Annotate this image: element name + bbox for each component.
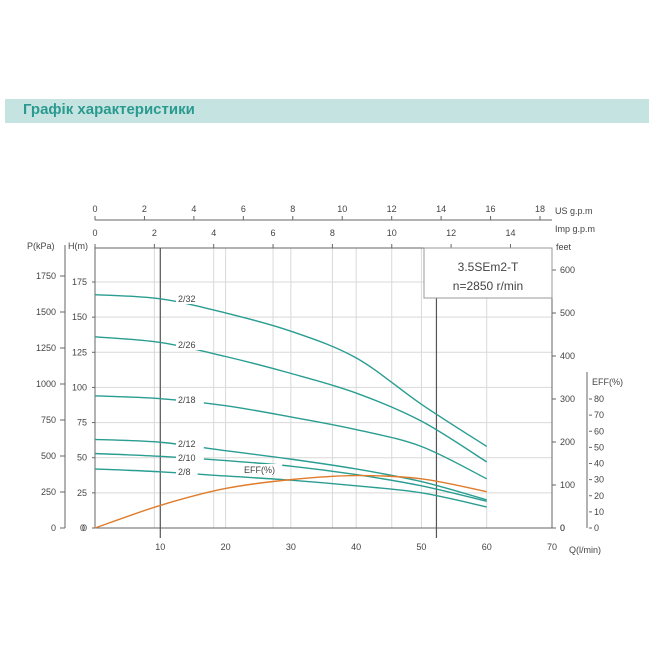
imp-gpm-tick-label: 4 bbox=[211, 228, 216, 238]
feet-tick-label: 200 bbox=[560, 437, 575, 447]
head-tick-label: 125 bbox=[72, 347, 87, 357]
flow-tick-label: 40 bbox=[351, 542, 361, 552]
curve-label-bg bbox=[176, 339, 204, 350]
us-gpm-label: US g.p.m bbox=[555, 206, 593, 216]
us-gpm-tick-label: 12 bbox=[387, 204, 397, 214]
head-tick-label: 0 bbox=[82, 523, 87, 533]
pressure-tick-label: 250 bbox=[41, 487, 56, 497]
efficiency-tick-label: 60 bbox=[594, 426, 604, 436]
imp-gpm-tick-label: 10 bbox=[387, 228, 397, 238]
curve-label: 2/8 bbox=[178, 467, 191, 477]
head-curve-2-32 bbox=[94, 293, 488, 448]
feet-axis-label: feet bbox=[556, 242, 572, 252]
section-banner: Графік характеристики bbox=[5, 99, 649, 123]
curve-label: 2/26 bbox=[178, 340, 196, 350]
curve-label-bg bbox=[176, 438, 204, 449]
head-axis-label: H(m) bbox=[68, 241, 88, 251]
head-curve-2-26 bbox=[94, 336, 488, 463]
efficiency-axis-label: EFF(%) bbox=[592, 377, 623, 387]
efficiency-tick-label: 50 bbox=[594, 442, 604, 452]
head-curve-2-18 bbox=[94, 395, 488, 480]
imp-gpm-tick-label: 2 bbox=[152, 228, 157, 238]
imp-gpm-tick-label: 14 bbox=[505, 228, 515, 238]
us-gpm-tick-label: 10 bbox=[337, 204, 347, 214]
head-tick-label: 75 bbox=[77, 418, 87, 428]
us-gpm-tick-label: 14 bbox=[436, 204, 446, 214]
pressure-tick-label: 1750 bbox=[36, 271, 56, 281]
pressure-tick-label: 1000 bbox=[36, 379, 56, 389]
model-speed: n=2850 r/min bbox=[453, 279, 523, 293]
efficiency-tick-label: 40 bbox=[594, 459, 604, 469]
head-zero-label: 0 bbox=[80, 523, 85, 533]
feet-tick-label: 600 bbox=[560, 265, 575, 275]
us-gpm-tick-label: 8 bbox=[290, 204, 295, 214]
curve-label-bg bbox=[176, 293, 204, 304]
head-tick-label: 50 bbox=[77, 453, 87, 463]
us-gpm-tick-label: 0 bbox=[92, 204, 97, 214]
feet-tick-label: 400 bbox=[560, 351, 575, 361]
curve-label-bg bbox=[176, 466, 198, 477]
feet-zero-label: 0 bbox=[560, 523, 565, 533]
imp-gpm-label: Imp g.p.m bbox=[555, 224, 595, 234]
head-tick-label: 175 bbox=[72, 277, 87, 287]
imp-gpm-tick-label: 8 bbox=[330, 228, 335, 238]
us-gpm-tick-label: 2 bbox=[142, 204, 147, 214]
feet-tick-label: 300 bbox=[560, 394, 575, 404]
model-name: 3.5SEm2-T bbox=[458, 260, 519, 274]
curve-label-bg bbox=[176, 394, 204, 405]
head-tick-label: 25 bbox=[77, 488, 87, 498]
feet-tick-label: 0 bbox=[560, 523, 565, 533]
feet-tick-label: 500 bbox=[560, 308, 575, 318]
curve-label: 2/18 bbox=[178, 395, 196, 405]
efficiency-tick-label: 30 bbox=[594, 475, 604, 485]
imp-gpm-tick-label: 12 bbox=[446, 228, 456, 238]
efficiency-tick-label: 70 bbox=[594, 410, 604, 420]
us-gpm-tick-label: 18 bbox=[535, 204, 545, 214]
flow-tick-label: 50 bbox=[416, 542, 426, 552]
head-tick-label: 100 bbox=[72, 382, 87, 392]
flow-tick-label: 30 bbox=[286, 542, 296, 552]
efficiency-curve bbox=[94, 474, 487, 529]
section-title: Графік характеристики bbox=[23, 101, 195, 118]
efficiency-tick-label: 10 bbox=[594, 507, 604, 517]
head-tick-label: 150 bbox=[72, 312, 87, 322]
us-gpm-tick-label: 6 bbox=[241, 204, 246, 214]
head-curve-2-12 bbox=[94, 438, 487, 501]
us-gpm-tick-label: 16 bbox=[486, 204, 496, 214]
pressure-axis-label: P(kPa) bbox=[27, 241, 55, 251]
flow-tick-label: 20 bbox=[221, 542, 231, 552]
flow-axis-label: Q(l/min) bbox=[569, 545, 601, 555]
curve-label: 2/10 bbox=[178, 453, 196, 463]
curve-label-bg bbox=[242, 464, 283, 475]
curve-label: 2/12 bbox=[178, 439, 196, 449]
feet-tick-label: 100 bbox=[560, 480, 575, 490]
pressure-tick-label: 1500 bbox=[36, 307, 56, 317]
pressure-tick-label: 750 bbox=[41, 415, 56, 425]
flow-tick-label: 60 bbox=[482, 542, 492, 552]
efficiency-tick-label: 0 bbox=[594, 523, 599, 533]
curve-label: 2/32 bbox=[178, 294, 196, 304]
curve-label: EFF(%) bbox=[244, 465, 275, 475]
imp-gpm-tick-label: 0 bbox=[92, 228, 97, 238]
efficiency-tick-label: 20 bbox=[594, 491, 604, 501]
pressure-tick-label: 500 bbox=[41, 451, 56, 461]
us-gpm-tick-label: 4 bbox=[191, 204, 196, 214]
model-info-box bbox=[423, 247, 553, 299]
curve-label-bg bbox=[176, 452, 204, 463]
imp-gpm-tick-label: 6 bbox=[271, 228, 276, 238]
flow-tick-label: 10 bbox=[155, 542, 165, 552]
pressure-tick-label: 1250 bbox=[36, 343, 56, 353]
efficiency-tick-label: 80 bbox=[594, 394, 604, 404]
head-curve-2-10 bbox=[94, 452, 487, 502]
flow-tick-label: 70 bbox=[547, 542, 557, 552]
pressure-tick-label: 0 bbox=[51, 523, 56, 533]
